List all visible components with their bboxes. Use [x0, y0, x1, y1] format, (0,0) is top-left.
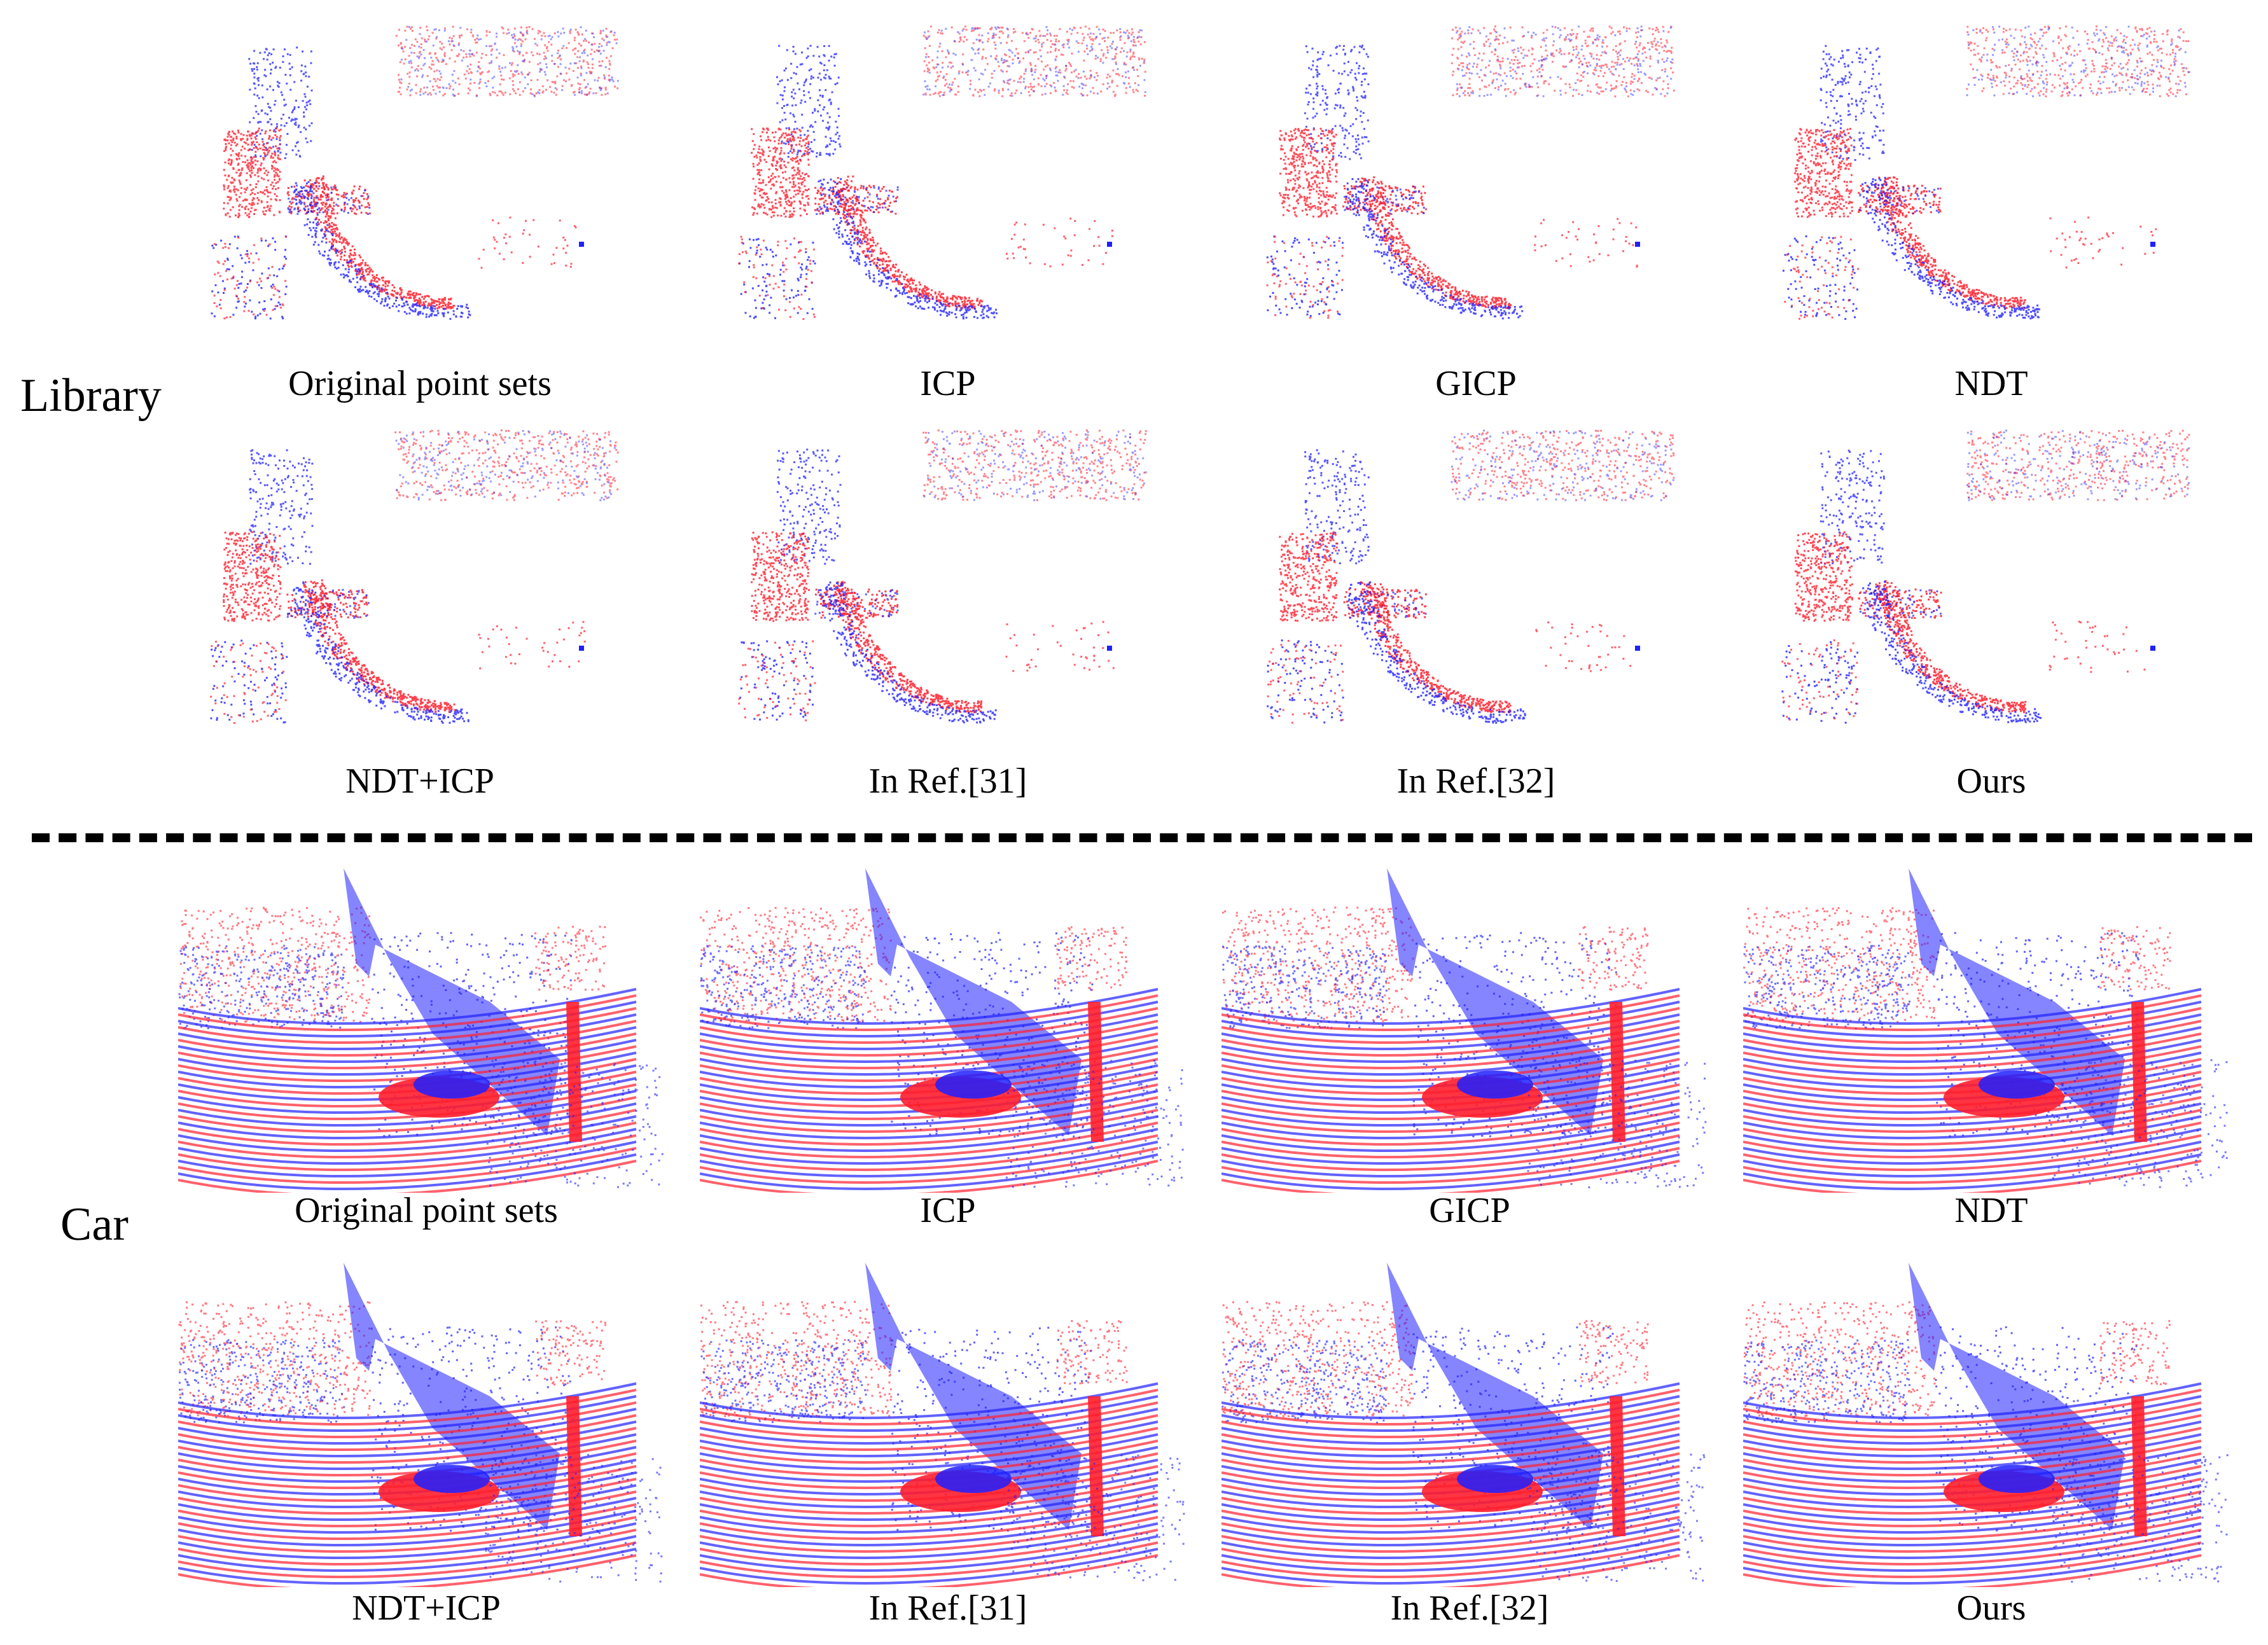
point-cloud-image [700, 1263, 1185, 1587]
point-cloud-image [1782, 25, 2190, 320]
car-panel-ours: Ours [1743, 1263, 2239, 1626]
point-cloud-image [1221, 868, 1707, 1193]
panel-caption: NDT+ICP [352, 1588, 501, 1628]
panel-caption: ICP [920, 364, 976, 403]
panel-caption: In Ref.[32] [1396, 761, 1555, 801]
car-panel-ref31: In Ref.[31] [700, 1263, 1196, 1626]
panel-caption: ICP [920, 1191, 976, 1230]
panel-caption: GICP [1429, 1191, 1510, 1230]
point-cloud-image [1267, 429, 1675, 724]
group-label-car: Car [60, 1198, 129, 1251]
panel-caption: Ours [1956, 761, 2026, 801]
panel-caption: In Ref.[32] [1390, 1588, 1549, 1628]
library-panel-icp: ICP [700, 25, 1196, 401]
panel-caption: Original point sets [295, 1191, 558, 1230]
car-panel-icp: ICP [700, 868, 1196, 1228]
point-cloud-image [178, 868, 664, 1193]
car-panel-gicp: GICP [1221, 868, 1718, 1228]
point-cloud-image [1266, 25, 1675, 320]
library-panel-ndt-icp: NDT+ICP [172, 429, 668, 799]
library-panel-ours: Ours [1743, 429, 2239, 799]
point-cloud-image [738, 429, 1147, 724]
point-cloud-image [211, 25, 619, 320]
panel-caption: NDT+ICP [345, 761, 494, 801]
panel-caption: In Ref.[31] [868, 1588, 1027, 1628]
library-panel-gicp: GICP [1228, 25, 1724, 401]
section-divider [32, 833, 2252, 842]
point-cloud-image [1221, 1263, 1706, 1587]
car-panel-original: Original point sets [178, 868, 674, 1228]
point-cloud-image [1781, 429, 2190, 724]
point-cloud-image [210, 429, 619, 724]
car-panel-ref32: In Ref.[32] [1221, 1263, 1718, 1626]
car-panel-ndt-icp: NDT+ICP [178, 1263, 674, 1626]
panel-caption: Ours [1956, 1588, 2026, 1628]
library-panel-ref32: In Ref.[32] [1228, 429, 1724, 799]
point-cloud-image [738, 25, 1146, 320]
point-cloud-image [1743, 1263, 2229, 1587]
panel-caption: Original point sets [288, 364, 552, 403]
panel-caption: In Ref.[31] [868, 761, 1027, 801]
group-label-library: Library [20, 370, 162, 422]
panel-caption: GICP [1435, 364, 1517, 403]
panel-caption: NDT [1954, 1191, 2028, 1230]
point-cloud-image [178, 1263, 663, 1587]
point-cloud-image [700, 868, 1184, 1193]
panel-caption: NDT [1954, 364, 2028, 403]
point-cloud-image [1743, 868, 2228, 1193]
library-panel-original: Original point sets [172, 25, 668, 401]
car-panel-ndt: NDT [1743, 868, 2239, 1228]
library-panel-ref31: In Ref.[31] [700, 429, 1196, 799]
library-panel-ndt: NDT [1743, 25, 2239, 401]
